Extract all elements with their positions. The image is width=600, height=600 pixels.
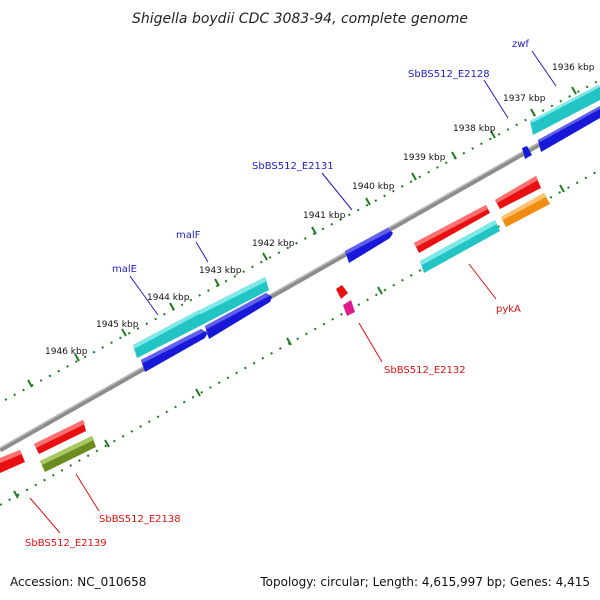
callout-lines: [29, 50, 557, 534]
tick-label: 1942 kbp: [252, 239, 295, 249]
genome-summary-text: Topology: circular; Length: 4,615,997 bp…: [259, 575, 590, 589]
gene-label-malF: malF: [176, 230, 201, 241]
tick-label: 1945 kbp: [96, 320, 139, 330]
gene-cyan-1938-highlight: [420, 220, 497, 265]
reverse-strand-genes: [0, 176, 550, 473]
gene-red-1941[interactable]: [336, 285, 348, 299]
gene-zwf[interactable]: [530, 85, 600, 135]
tick-label: 1936 kbp: [552, 63, 595, 73]
tick-label: 1943 kbp: [199, 266, 242, 276]
tick-label: 1944 kbp: [147, 293, 190, 303]
gene-malF-highlight: [196, 277, 267, 316]
tick-label: 1940 kbp: [352, 182, 395, 192]
callout-SbBS512_E2138: [75, 473, 100, 512]
tick-label: 1938 kbp: [453, 124, 496, 134]
tick-label: 1939 kbp: [403, 153, 446, 163]
gene-zwf-highlight: [530, 85, 600, 123]
tick-label: 1937 kbp: [503, 94, 546, 104]
callout-SbBS512_E2131: [321, 172, 353, 211]
callout-zwf: [531, 50, 557, 87]
gene-label-pykA: pykA: [496, 304, 521, 315]
map-title: Shigella boydii CDC 3083-94, complete ge…: [132, 11, 468, 27]
gene-SbBS512_E2131[interactable]: [345, 228, 393, 263]
gene-blue-1936-highlight: [538, 106, 600, 142]
gene-SbBS512_E2138-highlight: [40, 436, 94, 465]
tick-mark: [195, 388, 201, 397]
gene-red-1946-highlight: [34, 420, 85, 448]
gene-SbBS512_E2128[interactable]: [522, 146, 532, 159]
callout-pykA: [468, 263, 497, 300]
gene-SbBS512_E2139-highlight: [0, 450, 22, 463]
gene-blue-1944-highlight: [141, 329, 204, 363]
gene-SbBS512_E2131-highlight: [345, 228, 391, 254]
gene-pykA-highlight: [414, 205, 488, 247]
gene-orange-1937[interactable]: [501, 193, 550, 227]
callout-malE: [129, 275, 159, 316]
gene-malE-highlight: [133, 310, 199, 349]
outer-major-ticks: [27, 86, 577, 388]
tick-mark: [530, 108, 536, 117]
gene-blue-1944[interactable]: [141, 329, 207, 372]
tick-mark: [27, 379, 33, 388]
gene-label-SbBS512_E2132: SbBS512_E2132: [384, 365, 466, 376]
tick-mark: [365, 197, 371, 206]
tick-mark: [169, 302, 175, 311]
tick-label: 1946 kbp: [45, 347, 88, 357]
gene-red-1937-highlight: [495, 176, 538, 203]
tick-mark: [104, 439, 110, 448]
gene-blue-1943-highlight: [205, 293, 269, 329]
tick-mark: [411, 172, 417, 181]
tick-mark: [571, 86, 577, 95]
tick-mark: [214, 278, 220, 287]
gene-label-SbBS512_E2128: SbBS512_E2128: [408, 69, 490, 80]
tick-mark: [451, 151, 457, 160]
genome-backbone: [0, 107, 600, 453]
gene-SbBS512_E2132[interactable]: [343, 300, 355, 316]
gene-blue-1943[interactable]: [205, 293, 272, 339]
gene-orange-1937-highlight: [501, 193, 546, 220]
tick-mark: [490, 130, 496, 139]
gene-label-SbBS512_E2131: SbBS512_E2131: [252, 161, 334, 172]
outer-dotted-track: [4, 79, 600, 401]
gene-malF[interactable]: [196, 277, 269, 326]
tick-mark: [377, 286, 383, 295]
tick-mark: [311, 226, 317, 235]
tick-mark: [74, 353, 80, 362]
genome-backbone-highlight: [0, 107, 600, 449]
gene-label-malE: malE: [112, 264, 137, 275]
tick-label: 1941 kbp: [303, 211, 346, 221]
accession-text: Accession: NC_010658: [10, 575, 146, 589]
gene-label-zwf: zwf: [512, 39, 529, 50]
tick-mark: [13, 490, 19, 499]
gene-label-SbBS512_E2138: SbBS512_E2138: [99, 514, 181, 525]
callout-SbBS512_E2139: [29, 497, 61, 534]
gene-label-SbBS512_E2139: SbBS512_E2139: [25, 538, 107, 549]
tick-mark: [559, 184, 565, 193]
tick-mark: [121, 328, 127, 337]
forward-strand-genes: [133, 85, 600, 372]
callout-SbBS512_E2132: [358, 322, 383, 363]
callout-malF: [195, 241, 209, 263]
callout-SbBS512_E2128: [483, 79, 509, 119]
tick-mark: [262, 252, 268, 261]
tick-mark: [286, 337, 292, 346]
outer-tick-track: [4, 79, 600, 401]
